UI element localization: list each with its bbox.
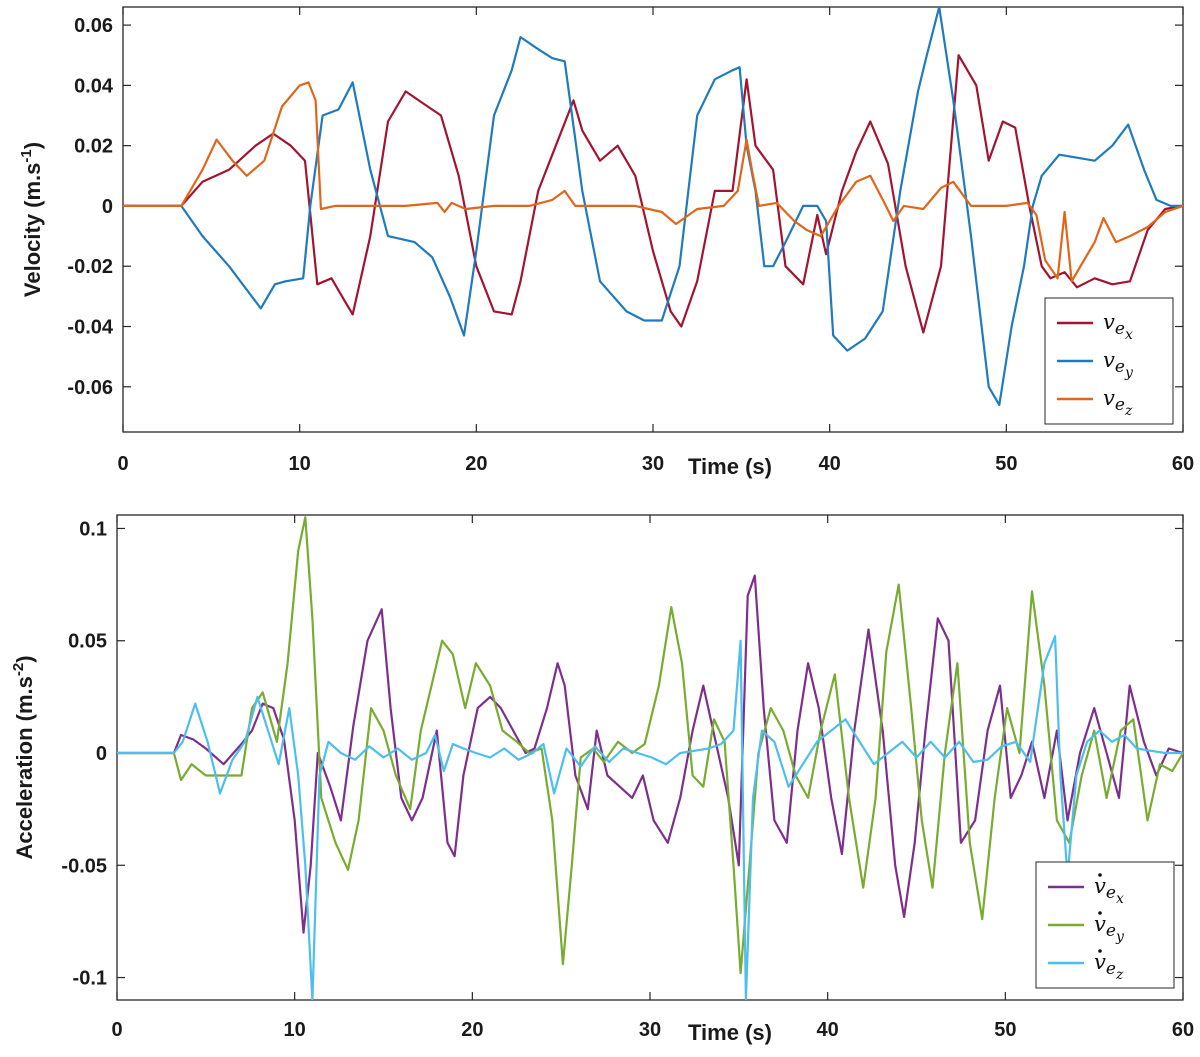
legend-label: vez [1094,950,1124,983]
x-tick-label: 40 [819,453,841,475]
legend-dot-accent [1098,949,1102,953]
x-axis-label: Time (s) [688,1020,772,1045]
legend-label: vey [1103,348,1134,381]
legend-label: vez [1103,386,1133,419]
y-tick-label: 0 [96,743,107,765]
y-tick-label: 0.05 [68,631,107,653]
acceleration-chart: 0 10 20 30 40 50 60 0.1 0.05 0 -0.05 -0.1 Time (s) Ac… [10,514,1194,1045]
y-tick-label: 0.06 [74,15,113,37]
x-tick-label: 60 [1172,453,1194,475]
y-axis-label: Acceleration (m.s-2) [10,655,37,859]
x-tick-label: 30 [639,1019,661,1041]
velocity-chart: 0 10 20 30 40 50 60 0.06 0.04 0.02 0 -0.02 -0.04 -0.0… [18,6,1194,479]
x-axis-label: Time (s) [688,454,772,479]
legend-label: vey [1094,912,1125,945]
x-tick-label: 50 [995,453,1017,475]
x-tick-label: 0 [111,1019,122,1041]
series-line-v-x [123,54,1183,334]
y-tick-label: -0.1 [73,968,107,990]
legend-dot-accent [1098,873,1102,877]
y-tick-label: 0.02 [74,136,113,158]
plot-area [122,6,1184,433]
y-tick-label: -0.05 [61,855,107,877]
x-tick-label: 40 [817,1019,839,1041]
y-tick-label: 0.1 [79,518,107,540]
x-tick-label: 60 [1172,1019,1194,1041]
legend-label: vex [1094,874,1124,907]
x-tick-label: 10 [289,453,311,475]
y-tick-label: 0 [102,196,113,218]
y-tick-label: -0.06 [67,377,113,399]
x-tick-label: 20 [465,453,487,475]
legend-label: vex [1103,310,1133,343]
x-tick-label: 0 [117,453,128,475]
y-tick-label: -0.04 [67,317,113,339]
x-tick-label: 10 [284,1019,306,1041]
series-line-dv-z [117,635,1183,1000]
y-tick-label: 0.04 [74,75,114,97]
y-tick-label: -0.02 [67,256,113,278]
x-tick-label: 30 [642,453,664,475]
x-tick-label: 50 [994,1019,1016,1041]
series-line-dv-y [117,516,1183,975]
series-line-v-y [123,7,1183,406]
series-line-dv-x [117,574,1183,934]
series-line-v-z [123,81,1183,283]
legend-dot-accent [1098,911,1102,915]
y-axis-label: Velocity (m.s-1) [18,142,45,297]
x-tick-label: 20 [461,1019,483,1041]
